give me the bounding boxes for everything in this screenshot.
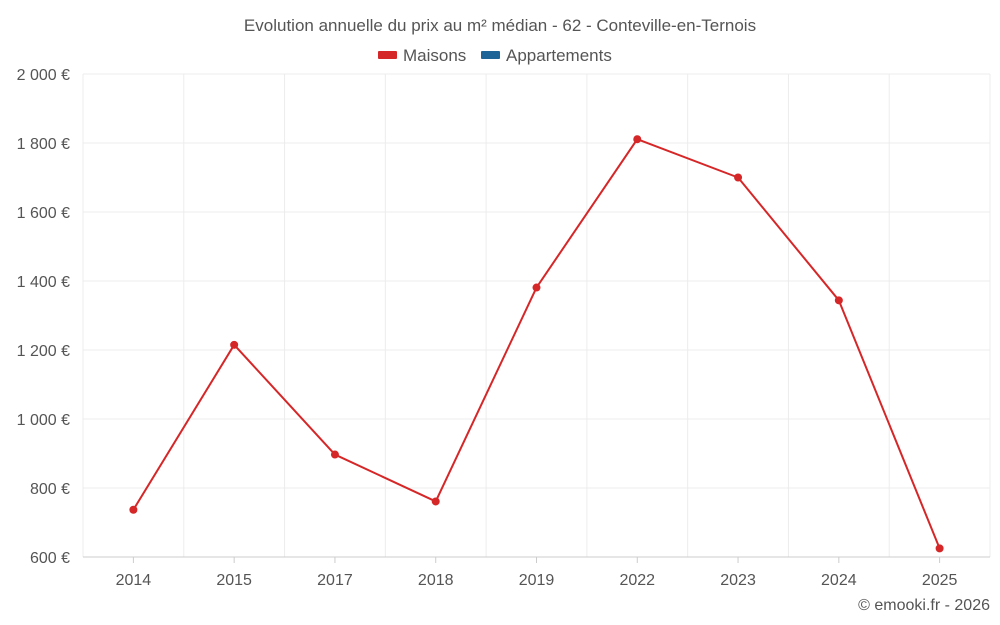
y-tick-label: 1 400 € xyxy=(17,274,70,291)
x-tick-label: 2015 xyxy=(216,572,252,589)
y-tick-label: 2 000 € xyxy=(17,67,70,84)
x-tick-label: 2024 xyxy=(821,572,857,589)
data-point[interactable] xyxy=(935,544,944,553)
x-tick-label: 2018 xyxy=(418,572,454,589)
x-tick-label: 2014 xyxy=(116,572,152,589)
legend-label-maisons: Maisons xyxy=(403,46,466,65)
y-tick-label: 1 000 € xyxy=(17,412,70,429)
series-maisons xyxy=(129,135,944,553)
chart-title: Evolution annuelle du prix au m² médian … xyxy=(244,16,756,35)
series-line-maisons xyxy=(132,138,941,549)
data-point[interactable] xyxy=(431,497,440,506)
credit-text: © emooki.fr - 2026 xyxy=(858,597,990,614)
x-tick-label: 2025 xyxy=(922,572,958,589)
x-tick-label: 2023 xyxy=(720,572,756,589)
legend[interactable]: Maisons Appartements xyxy=(378,46,612,65)
data-point[interactable] xyxy=(532,283,541,292)
data-point[interactable] xyxy=(129,505,138,514)
x-tick-label: 2022 xyxy=(619,572,655,589)
gridlines xyxy=(82,73,991,557)
x-tick-label: 2017 xyxy=(317,572,353,589)
y-tick-label: 600 € xyxy=(30,550,70,567)
x-tick-label: 2019 xyxy=(519,572,555,589)
legend-label-appartements: Appartements xyxy=(506,46,612,65)
y-tick-label: 1 800 € xyxy=(17,136,70,153)
data-point[interactable] xyxy=(330,450,339,459)
legend-swatch-appartements xyxy=(481,51,500,59)
y-tick-label: 800 € xyxy=(30,481,70,498)
y-tick-label: 1 200 € xyxy=(17,343,70,360)
x-axis-tick-labels: 2014 2015 2017 2018 2019 2022 2023 2024 2025 xyxy=(116,557,958,589)
data-point[interactable] xyxy=(633,135,642,144)
data-point[interactable] xyxy=(734,173,743,182)
data-point[interactable] xyxy=(834,296,843,305)
legend-swatch-maisons xyxy=(378,51,397,59)
y-tick-label: 1 600 € xyxy=(17,205,70,222)
y-axis-tick-labels: 600 € 800 € 1 000 € 1 200 € 1 400 € 1 600 € 1 … xyxy=(17,67,70,567)
legend-item-maisons[interactable]: Maisons xyxy=(378,46,466,65)
legend-item-appartements[interactable]: Appartements xyxy=(481,46,612,65)
data-point[interactable] xyxy=(230,340,239,349)
